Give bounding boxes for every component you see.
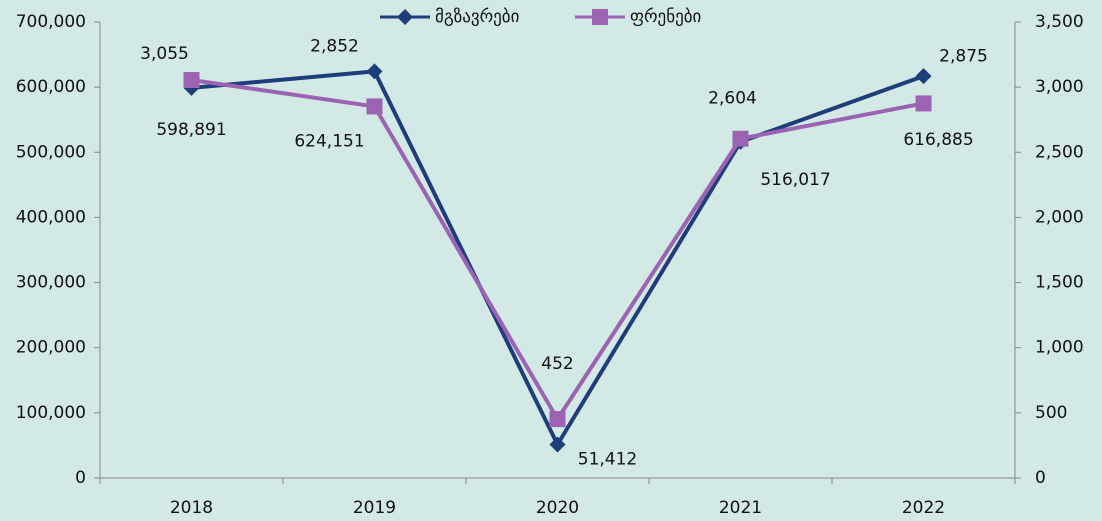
- point-marker: [915, 68, 932, 85]
- point-marker: [549, 411, 566, 428]
- y2-tick-label: 2,000: [1035, 207, 1084, 227]
- point-marker: [549, 436, 566, 453]
- series-line: [191, 69, 925, 449]
- data-label: 2,852: [310, 36, 359, 56]
- point-marker: [915, 95, 932, 112]
- x-tick-label: 2022: [902, 498, 945, 518]
- y2-tick-label: 2,500: [1035, 142, 1084, 162]
- data-label: 2,604: [708, 89, 757, 109]
- y2-tick-label: 3,500: [1035, 12, 1084, 32]
- y2-tick-label: 0: [1035, 468, 1046, 488]
- y2-tick-label: 1,000: [1035, 338, 1084, 358]
- legend-marker: [592, 9, 608, 25]
- data-label: 598,891: [156, 120, 226, 140]
- y-tick-label: 400,000: [16, 207, 86, 227]
- y-tick-label: 0: [75, 468, 86, 488]
- data-label: 3,055: [140, 44, 189, 64]
- x-tick-label: 2019: [353, 498, 396, 518]
- data-label: 452: [541, 354, 573, 374]
- point-marker: [183, 71, 200, 88]
- y2-tick-label: 500: [1035, 403, 1067, 423]
- data-label: 616,885: [903, 130, 973, 150]
- y-tick-label: 600,000: [16, 77, 86, 97]
- data-label: 2,875: [939, 46, 988, 66]
- point-marker: [732, 130, 749, 147]
- y2-tick-label: 1,500: [1035, 273, 1084, 293]
- x-tick-label: 2020: [536, 498, 579, 518]
- legend-label: ფრენები: [630, 7, 701, 27]
- y2-tick-label: 3,000: [1035, 77, 1084, 97]
- y-tick-label: 500,000: [16, 142, 86, 162]
- point-marker: [366, 98, 383, 115]
- x-tick-label: 2021: [719, 498, 762, 518]
- point-marker: [366, 63, 383, 80]
- data-label: 516,017: [760, 170, 830, 190]
- legend-label: მგზავრები: [435, 7, 519, 27]
- data-label: 51,412: [578, 450, 637, 470]
- y-tick-label: 100,000: [16, 403, 86, 423]
- y-tick-label: 200,000: [16, 338, 86, 358]
- data-label: 624,151: [294, 131, 364, 151]
- y-tick-label: 300,000: [16, 273, 86, 293]
- legend-marker: [397, 9, 413, 25]
- x-tick-label: 2018: [170, 498, 213, 518]
- y-tick-label: 700,000: [16, 12, 86, 32]
